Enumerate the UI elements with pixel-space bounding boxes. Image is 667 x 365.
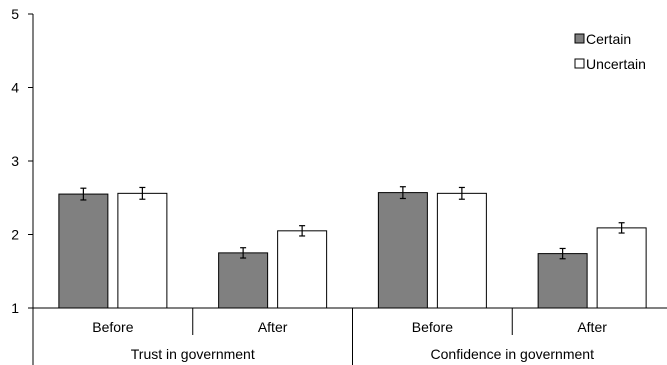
y-tick-label: 1 bbox=[11, 300, 19, 316]
x-category-label: After bbox=[258, 319, 288, 335]
x-category-label: After bbox=[577, 319, 607, 335]
x-category-label: Before bbox=[92, 319, 133, 335]
y-tick-label: 5 bbox=[11, 6, 19, 22]
y-tick-label: 3 bbox=[11, 153, 19, 169]
legend-swatch-certain bbox=[574, 33, 585, 44]
x-group-label: Trust in government bbox=[131, 346, 255, 362]
bar-uncertain bbox=[436, 192, 487, 309]
chart-legend: Certain Uncertain bbox=[574, 31, 646, 72]
chart-axes bbox=[28, 13, 667, 365]
bar-uncertain bbox=[596, 227, 647, 309]
y-tick-label: 2 bbox=[11, 227, 19, 243]
bar-certain bbox=[537, 253, 588, 309]
bar-uncertain bbox=[277, 230, 328, 309]
x-category-label: Before bbox=[412, 319, 453, 335]
y-tick-label: 4 bbox=[11, 80, 19, 96]
bar-certain bbox=[218, 252, 269, 309]
legend-swatch-uncertain bbox=[574, 58, 585, 69]
bar-certain bbox=[377, 192, 428, 309]
chart-bars bbox=[58, 186, 647, 309]
bar-uncertain bbox=[117, 192, 168, 309]
bar-certain bbox=[58, 193, 109, 309]
legend-label: Uncertain bbox=[586, 56, 646, 72]
x-group-label: Confidence in government bbox=[431, 346, 595, 362]
legend-label: Certain bbox=[586, 31, 631, 47]
